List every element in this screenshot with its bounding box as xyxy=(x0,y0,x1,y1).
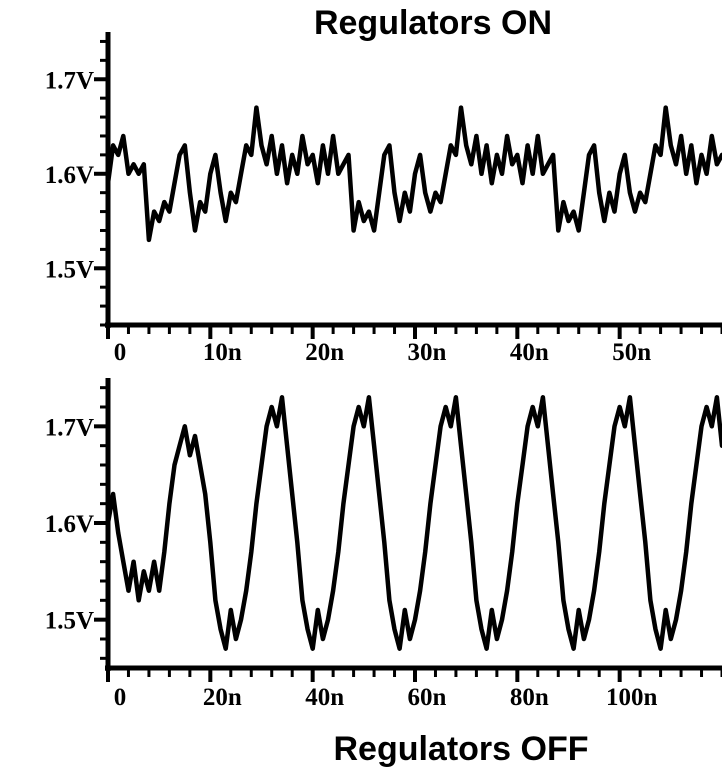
series-line-off xyxy=(105,395,722,651)
x-tick-label-off: 20n xyxy=(203,684,242,711)
y-tick-label-off: 1.6V xyxy=(45,511,94,538)
chart-title-regulators-off: Regulators OFF xyxy=(333,730,589,768)
x-tick-label-off: 40n xyxy=(305,684,344,711)
y-tick-label-off: 1.5V xyxy=(45,608,94,635)
y-tick-label-off: 1.7V xyxy=(45,414,94,441)
chart-title-regulators-on: Regulators ON xyxy=(313,4,553,42)
x-tick-label-off: 100n xyxy=(606,684,658,711)
x-tick-label-on: 40n xyxy=(510,339,549,366)
x-tick-label-on: 10n xyxy=(203,339,242,366)
y-tick-label-on: 1.5V xyxy=(45,256,94,283)
x-tick-label-off: 60n xyxy=(408,684,447,711)
x-tick-label-off: 80n xyxy=(510,684,549,711)
y-tick-label-on: 1.6V xyxy=(45,162,94,189)
x-tick-label-on: 0 xyxy=(114,339,127,366)
x-tick-label-on: 50n xyxy=(612,339,651,366)
series-line-on xyxy=(105,105,722,243)
x-tick-label-on: 30n xyxy=(408,339,447,366)
y-tick-label-on: 1.7V xyxy=(45,67,94,94)
x-tick-label-off: 0 xyxy=(114,684,127,711)
x-tick-label-on: 20n xyxy=(305,339,344,366)
